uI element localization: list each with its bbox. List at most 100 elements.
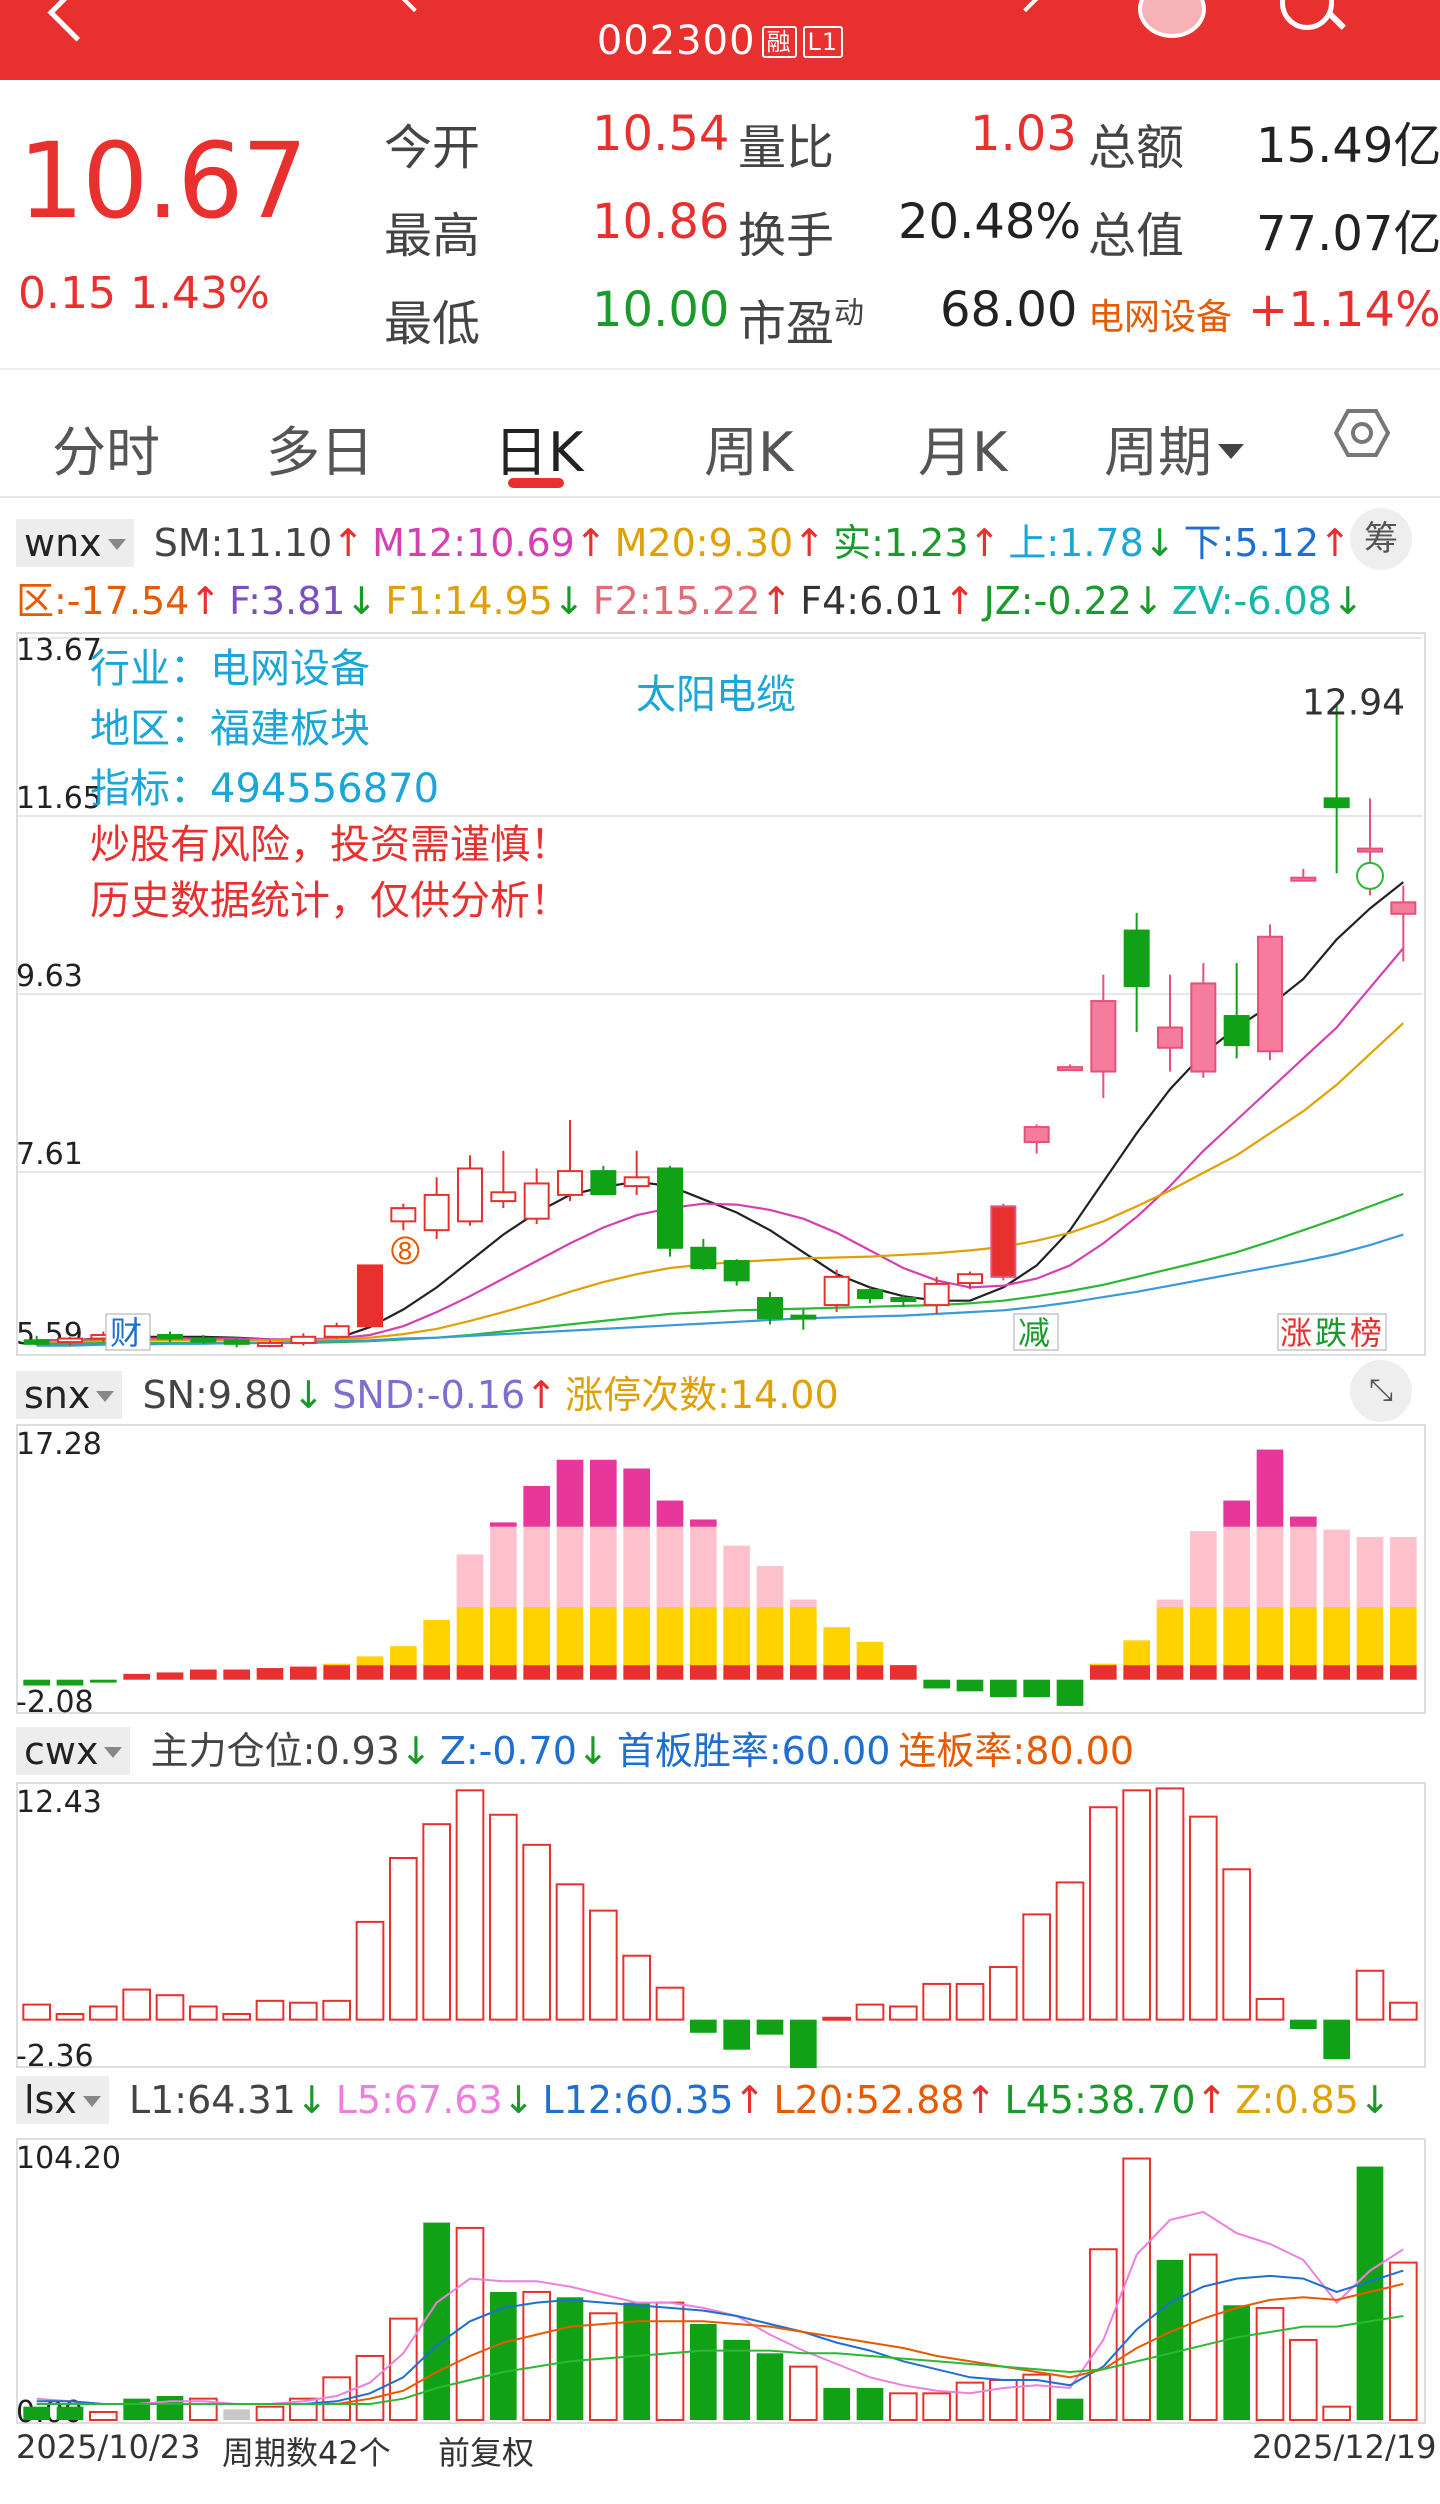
candle-body [1157, 1026, 1183, 1049]
bar-segment [123, 1673, 150, 1680]
next-stock-icon[interactable] [1011, 0, 1041, 13]
tab-period[interactable]: 周期 [1104, 408, 1244, 487]
bar-segment [1223, 1526, 1250, 1607]
bar-segment [1356, 1606, 1384, 1666]
prev-stock-icon[interactable] [399, 0, 429, 13]
candle-body [757, 1297, 783, 1320]
bar-segment [856, 1641, 884, 1666]
candle-body [1223, 1015, 1250, 1047]
turnover-label: 换手 [738, 208, 835, 264]
kline-chart[interactable]: 13.67 11.65 9.63 7.61 5.59 12.94 8 财 减 涨跌榜 [0, 632, 1440, 1356]
bar [1355, 1969, 1385, 2021]
candle-body [390, 1207, 417, 1223]
bar-segment [323, 1663, 350, 1666]
candle-body [790, 1314, 817, 1320]
bar [555, 1883, 585, 2021]
y-tick-label: -2.08 [16, 1685, 94, 1714]
candle-body [1057, 1066, 1083, 1072]
bar [623, 2302, 650, 2420]
bar-segment [1156, 1665, 1184, 1680]
bar [389, 2317, 418, 2421]
mktcap-value: 77.07亿 [1256, 206, 1440, 262]
bar [255, 1999, 285, 2021]
bar-segment [723, 1665, 750, 1680]
bar [856, 2387, 884, 2420]
bar [989, 1966, 1018, 2021]
bar-segment [790, 1606, 817, 1666]
up-arrow-icon: ↑ [525, 1373, 558, 1417]
financial-report-tag-text: 财 [110, 1314, 142, 1352]
legend-item: 首板胜率:60.00 [616, 1729, 891, 1773]
bar [55, 2013, 85, 2021]
reduction-tag-text: 减 [1018, 1314, 1050, 1352]
chevron-down-icon [1218, 444, 1244, 459]
snx-chart-frame[interactable] [16, 1424, 1426, 1714]
lsx-indicator-dropdown[interactable]: lsx [16, 2076, 109, 2124]
bar-segment [1290, 1665, 1317, 1680]
legend-item: SND:-0.16 [332, 1373, 526, 1417]
reduction-tag [1013, 1313, 1059, 1351]
bar-segment [690, 1519, 717, 1527]
bar-segment [490, 1526, 517, 1607]
search-icon[interactable] [1280, 0, 1334, 30]
snx-indicator-dropdown[interactable]: snx [16, 1371, 123, 1419]
candle-body [690, 1246, 717, 1270]
tab-weekly-k[interactable]: 周K [704, 421, 794, 484]
bar-segment [456, 1554, 484, 1607]
cwx-indicator-dropdown[interactable]: cwx [16, 1727, 131, 1775]
adjust-mode[interactable]: 前复权 [438, 2434, 535, 2472]
turnover-value: 20.48% [898, 194, 1082, 250]
bar-segment [1123, 1665, 1150, 1680]
bar-segment [856, 1665, 884, 1680]
cwx-chart-frame[interactable] [16, 1782, 1426, 2068]
wnx-indicator-dropdown[interactable]: wnx [16, 519, 134, 567]
bar-segment [1190, 1606, 1217, 1666]
lsx-chart-frame[interactable] [16, 2138, 1426, 2424]
bar-segment [1223, 1500, 1250, 1527]
bar-segment [490, 1522, 517, 1527]
tab-daily-k[interactable]: 日K [494, 421, 584, 484]
bar [789, 2365, 818, 2421]
bar [1056, 1679, 1084, 1706]
bar [56, 2406, 84, 2420]
cwx-chart[interactable]: 12.43 -2.36 [0, 1782, 1440, 2068]
legend-item: L20:52.88 [773, 2078, 965, 2122]
tab-multiday[interactable]: 多日 [266, 421, 374, 484]
bar [655, 2301, 685, 2421]
expand-icon[interactable]: ⤡ [1350, 1360, 1412, 1422]
bar [156, 2395, 184, 2420]
bar [89, 2410, 118, 2421]
bar-segment [290, 1666, 317, 1680]
tab-intraday[interactable]: 分时 [52, 421, 160, 484]
tab-monthly-k[interactable]: 月K [918, 421, 1008, 484]
candle-body [890, 1297, 917, 1303]
divider [0, 496, 1440, 498]
up-arrow-icon: ↑ [733, 2078, 766, 2122]
candle-body [223, 1339, 250, 1345]
bar-segment [190, 1669, 217, 1680]
bar-segment [1223, 1606, 1250, 1666]
sector-link[interactable]: 电网设备 [1088, 297, 1233, 338]
bar-segment [656, 1500, 684, 1527]
legend-item: M12:10.69 [372, 521, 575, 565]
bar-segment [390, 1665, 417, 1680]
bar [922, 1982, 951, 2021]
candle-body [957, 1273, 983, 1285]
region-info: 地区：福建板块 [90, 706, 370, 752]
bar [1389, 2261, 1418, 2421]
snx-chart[interactable]: 17.28 -2.08 [0, 1424, 1440, 1714]
bar-segment [490, 1665, 517, 1680]
current-price: 10.67 [18, 120, 308, 242]
kline-chart-frame[interactable] [16, 632, 1426, 1356]
legend-item: F4:6.01 [800, 579, 944, 623]
bar [655, 1986, 685, 2021]
candle-body [290, 1335, 317, 1344]
bar [756, 2353, 784, 2420]
settings-hexagon-icon[interactable] [1334, 408, 1390, 458]
legend-item: M20:9.30 [614, 521, 794, 565]
chips-button[interactable]: 筹 [1350, 508, 1412, 570]
bar [1089, 2248, 1118, 2422]
lsx-chart[interactable]: 104.200.00 [0, 2138, 1440, 2424]
bar [90, 1679, 117, 1683]
bar [123, 2398, 150, 2420]
